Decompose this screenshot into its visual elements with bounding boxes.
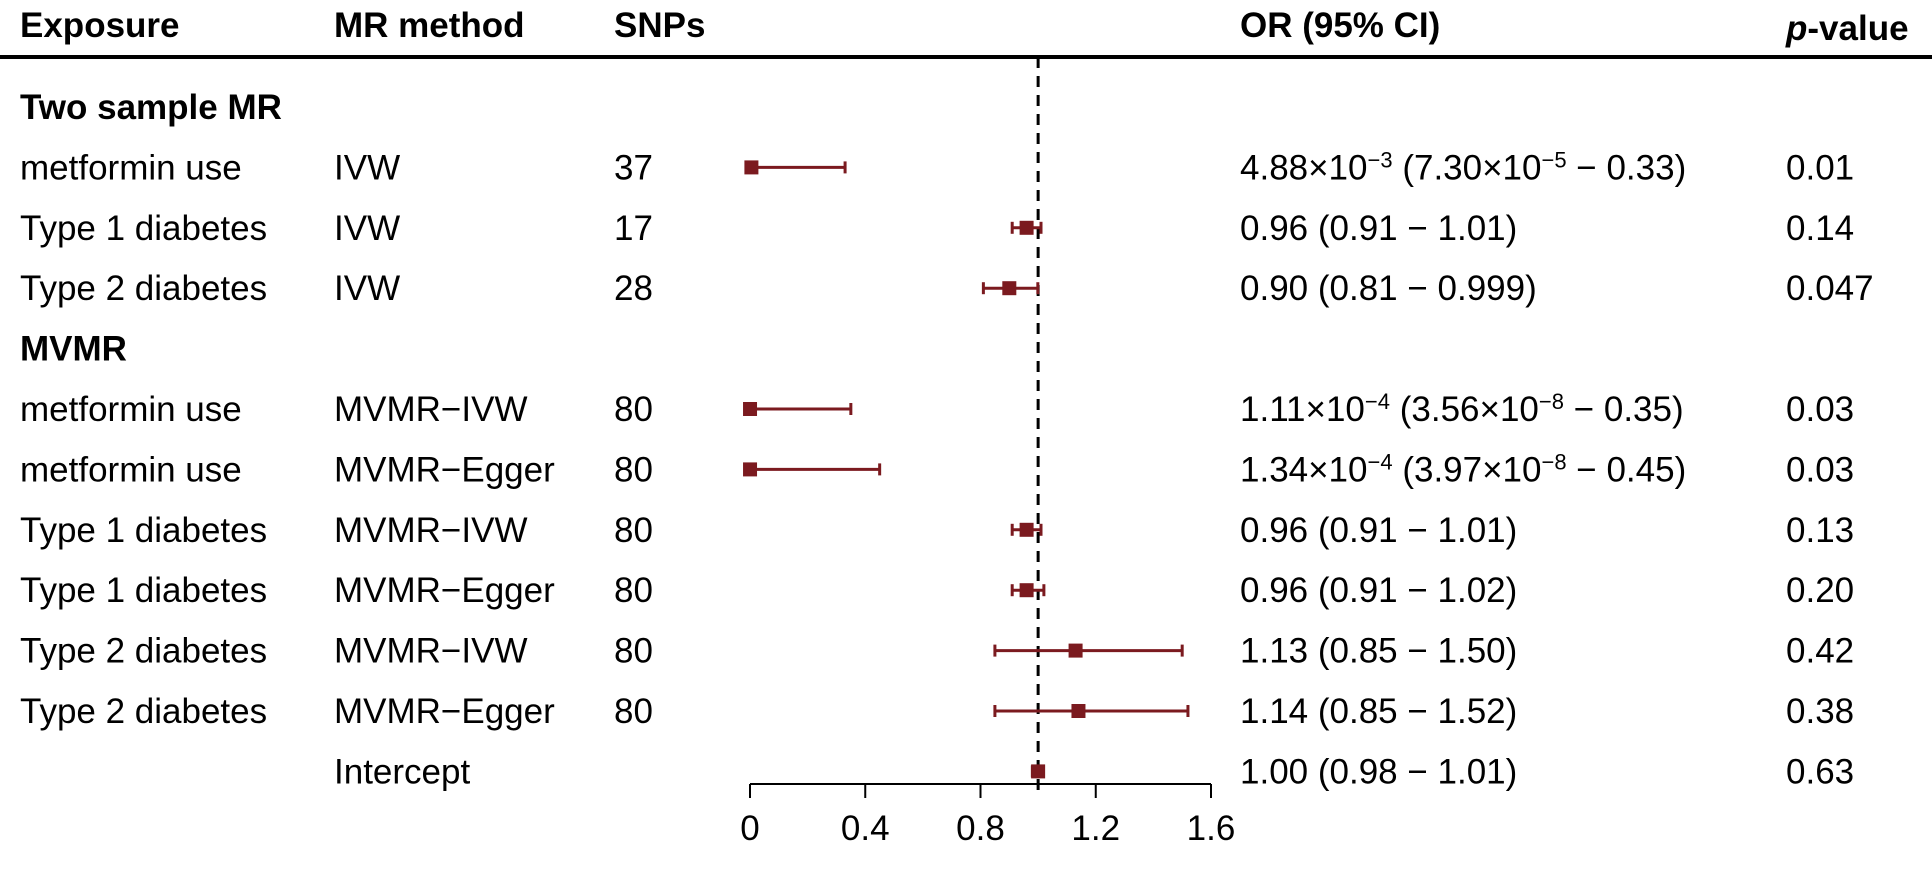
row-method: MVMR−IVW: [334, 390, 527, 429]
row-snps: 80: [614, 450, 653, 489]
x-tick-label: 1.2: [1071, 809, 1120, 848]
row-method: MVMR−IVW: [334, 632, 527, 671]
point-estimate: [743, 462, 758, 477]
row-method: IVW: [334, 148, 400, 187]
row-snps: 28: [614, 269, 653, 308]
or-exponent: −8: [1539, 389, 1564, 414]
row-or-ci: 1.34×10−4 (3.97×10−8 − 0.45): [1240, 449, 1686, 490]
row-exposure: metformin use: [20, 390, 242, 429]
row-or-ci: 0.96 (0.91 − 1.02): [1240, 571, 1517, 610]
row-or-ci: 1.14 (0.85 − 1.52): [1240, 692, 1517, 731]
row-p-value: 0.03: [1786, 390, 1854, 429]
point-estimate: [1031, 764, 1046, 779]
or-text: 1.00 (0.98 − 1.01): [1240, 752, 1517, 791]
row-or-ci: 1.11×10−4 (3.56×10−8 − 0.35): [1240, 389, 1684, 430]
row-exposure: Type 2 diabetes: [20, 632, 267, 671]
section-title: MVMR: [20, 330, 127, 369]
point-estimate: [1019, 522, 1034, 537]
row-or-ci: 1.00 (0.98 − 1.01): [1240, 752, 1517, 791]
header-p-rest: -value: [1807, 9, 1908, 48]
point-estimate: [1068, 643, 1083, 658]
row-p-value: 0.03: [1786, 450, 1854, 489]
row-method: Intercept: [334, 752, 470, 791]
or-text: (7.30×10: [1393, 148, 1542, 187]
x-tick-label: 0.4: [841, 809, 890, 848]
row-snps: 37: [614, 148, 653, 187]
row-exposure: Type 1 diabetes: [20, 511, 267, 550]
row-method: MVMR−Egger: [334, 692, 555, 731]
row-snps: 17: [614, 209, 653, 248]
point-estimate: [744, 160, 759, 175]
or-text: − 0.35): [1564, 390, 1684, 429]
or-text: (3.56×10: [1390, 390, 1539, 429]
row-or-ci: 0.96 (0.91 − 1.01): [1240, 209, 1517, 248]
row-method: IVW: [334, 269, 400, 308]
or-exponent: −4: [1368, 449, 1393, 474]
or-text: 0.96 (0.91 − 1.01): [1240, 209, 1517, 248]
or-exponent: −3: [1368, 147, 1393, 172]
header-p-italic: p: [1785, 9, 1807, 48]
row-method: MVMR−Egger: [334, 450, 555, 489]
header-method: MR method: [334, 6, 525, 45]
section-title: Two sample MR: [20, 88, 282, 127]
or-text: 1.11×10: [1240, 390, 1365, 429]
row-snps: 80: [614, 511, 653, 550]
row-snps: 80: [614, 692, 653, 731]
row-method: MVMR−IVW: [334, 511, 527, 550]
row-p-value: 0.047: [1786, 269, 1874, 308]
x-tick-label: 0.8: [956, 809, 1005, 848]
row-or-ci: 0.90 (0.81 − 0.999): [1240, 269, 1537, 308]
header-exposure: Exposure: [20, 6, 180, 45]
row-exposure: Type 2 diabetes: [20, 692, 267, 731]
row-snps: 80: [614, 632, 653, 671]
row-p-value: 0.14: [1786, 209, 1854, 248]
or-exponent: −4: [1365, 389, 1390, 414]
row-method: MVMR−Egger: [334, 571, 555, 610]
plot-layer: Two sample MR metformin use IVW 37 4.88×10−3…: [20, 57, 1874, 848]
row-p-value: 0.01: [1786, 148, 1854, 187]
row-or-ci: 1.13 (0.85 − 1.50): [1240, 632, 1517, 671]
row-exposure: Type 2 diabetes: [20, 269, 267, 308]
row-method: IVW: [334, 209, 400, 248]
or-text: − 0.33): [1567, 148, 1687, 187]
row-snps: 80: [614, 390, 653, 429]
row-p-value: 0.42: [1786, 632, 1854, 671]
row-p-value: 0.38: [1786, 692, 1854, 731]
point-estimate: [1071, 704, 1086, 718]
row-p-value: 0.13: [1786, 511, 1854, 550]
or-text: (3.97×10: [1393, 450, 1542, 489]
point-estimate: [1002, 281, 1017, 296]
row-or-ci: 0.96 (0.91 − 1.01): [1240, 511, 1517, 550]
row-exposure: metformin use: [20, 450, 242, 489]
or-text: 0.96 (0.91 − 1.02): [1240, 571, 1517, 610]
row-or-ci: 4.88×10−3 (7.30×10−5 − 0.33): [1240, 147, 1686, 188]
row-exposure: Type 1 diabetes: [20, 209, 267, 248]
header-snps: SNPs: [614, 6, 705, 45]
row-exposure: metformin use: [20, 148, 242, 187]
or-exponent: −5: [1541, 147, 1566, 172]
or-text: 1.13 (0.85 − 1.50): [1240, 632, 1517, 671]
or-exponent: −8: [1541, 449, 1566, 474]
point-estimate: [1019, 583, 1034, 598]
header-or: OR (95% CI): [1240, 6, 1440, 45]
x-tick-label: 0: [740, 809, 759, 848]
row-p-value: 0.20: [1786, 571, 1854, 610]
point-estimate: [743, 402, 758, 416]
or-text: 1.14 (0.85 − 1.52): [1240, 692, 1517, 731]
or-text: 4.88×10: [1240, 148, 1368, 187]
x-tick-label: 1.6: [1187, 809, 1236, 848]
or-text: 1.34×10: [1240, 450, 1368, 489]
row-exposure: Type 1 diabetes: [20, 571, 267, 610]
or-text: 0.96 (0.91 − 1.01): [1240, 511, 1517, 550]
or-text: − 0.45): [1567, 450, 1687, 489]
point-estimate: [1019, 220, 1034, 235]
row-snps: 80: [614, 571, 653, 610]
or-text: 0.90 (0.81 − 0.999): [1240, 269, 1537, 308]
row-p-value: 0.63: [1786, 752, 1854, 791]
header-p-value: p-value: [1785, 9, 1909, 48]
